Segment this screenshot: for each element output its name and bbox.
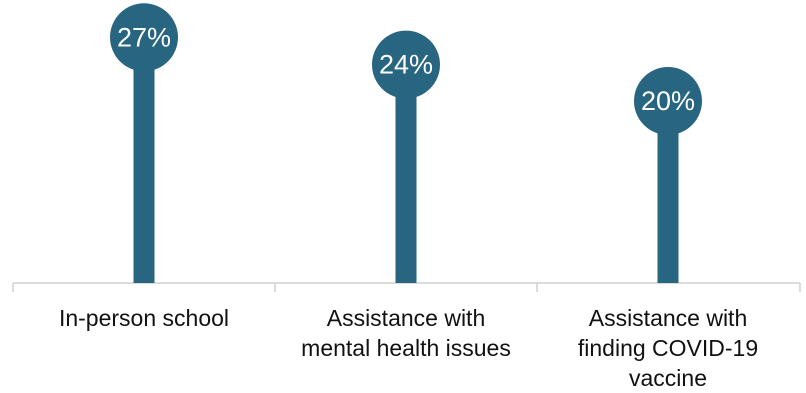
lollipop-stick	[657, 101, 679, 283]
lollipop-stick	[395, 64, 417, 283]
category-label-line: mental health issues	[301, 335, 511, 361]
category-label-line: vaccine	[629, 365, 707, 391]
lollipop-head	[110, 3, 178, 72]
lollipop-head	[634, 67, 702, 135]
category-label-covid-vaccine: Assistance with finding COVID-19 vaccine	[543, 303, 793, 393]
category-label-in-person-school: In-person school	[19, 303, 269, 333]
data-label: 24%	[379, 50, 433, 80]
category-label-line: In-person school	[58, 305, 230, 331]
category-label-line: Assistance with	[326, 305, 486, 331]
category-label-line: finding COVID-19	[577, 335, 759, 361]
data-label: 20%	[641, 86, 695, 116]
lollipop-head	[372, 30, 440, 99]
category-label-line: Assistance with	[588, 305, 748, 331]
category-label-mental-health: Assistance with mental health issues	[281, 303, 531, 363]
data-label: 27%	[117, 22, 171, 52]
lollipop-stick	[133, 37, 155, 283]
